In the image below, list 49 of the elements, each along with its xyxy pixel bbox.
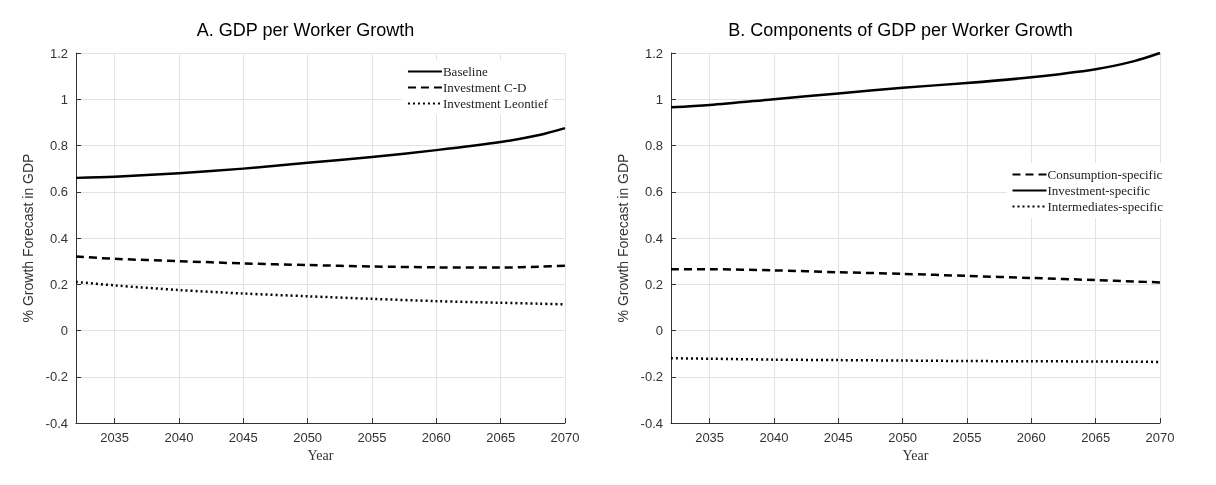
line-series	[669, 267, 1162, 284]
x-tick-label: 2050	[888, 430, 918, 445]
y-tick-label: 0.2	[644, 276, 663, 292]
y-tick-label: 0.8	[49, 138, 68, 153]
x-tick-label: 2035	[695, 430, 725, 445]
y-tick-label: 0	[655, 323, 663, 338]
x-tick-label: 2055	[357, 430, 387, 445]
chart-title: A. GDP per Worker Growth	[196, 20, 415, 40]
y-tick-label: 1.2	[644, 45, 663, 61]
x-tick-label: 2065	[486, 430, 516, 445]
x-tick-label: 2040	[759, 430, 789, 445]
x-tick-label: 2050	[293, 430, 323, 445]
y-tick-label: 1	[655, 91, 663, 107]
x-tick-label: 2045	[823, 430, 853, 445]
legend-label: Consumption-specific	[1047, 167, 1163, 182]
x-tick-label: 2055	[952, 430, 982, 445]
y-tick-label: -0.4	[45, 415, 68, 431]
y-tick-label: 0.6	[49, 184, 68, 200]
chart-title: B. Components of GDP per Worker Growth	[728, 20, 1073, 40]
x-tick-label: 2065	[1081, 430, 1111, 445]
legend-label: Baseline	[442, 64, 488, 79]
y-tick-label: 1.2	[49, 45, 68, 61]
y-tick-label: 0.4	[49, 230, 68, 246]
y-axis-title: % Growth Forecast in GDP	[19, 153, 36, 323]
y-tick-label: -0.4	[640, 415, 663, 431]
x-tick-label: 2035	[100, 430, 130, 445]
line-series	[74, 126, 567, 180]
x-tick-label: 2040	[164, 430, 194, 445]
x-tick-label: 2070	[1145, 430, 1175, 445]
legend-label: Investment C-D	[442, 80, 527, 95]
y-tick-label: 0	[60, 323, 68, 338]
x-tick-label: 2060	[421, 430, 451, 445]
y-tick-label: -0.2	[45, 369, 68, 385]
y-tick-label: -0.2	[640, 369, 663, 385]
x-tick-label: 2060	[1016, 430, 1046, 445]
x-axis-title: Year	[902, 448, 929, 464]
y-tick-label: 0.6	[644, 184, 663, 200]
y-tick-label: 0.4	[644, 230, 663, 246]
x-tick-label: 2045	[228, 430, 258, 445]
legend-label: Intermediates-specific	[1047, 199, 1164, 214]
legend-label: Investment-specific	[1047, 183, 1151, 198]
legend-label: Investment Leontief	[442, 96, 549, 111]
line-series	[74, 255, 567, 269]
y-axis-title: % Growth Forecast in GDP	[614, 153, 631, 323]
y-tick-label: 0.2	[49, 276, 68, 292]
y-tick-label: 0.8	[644, 138, 663, 153]
x-tick-label: 2070	[550, 430, 580, 445]
x-axis-title: Year	[307, 448, 334, 464]
y-tick-label: 1	[60, 91, 68, 107]
